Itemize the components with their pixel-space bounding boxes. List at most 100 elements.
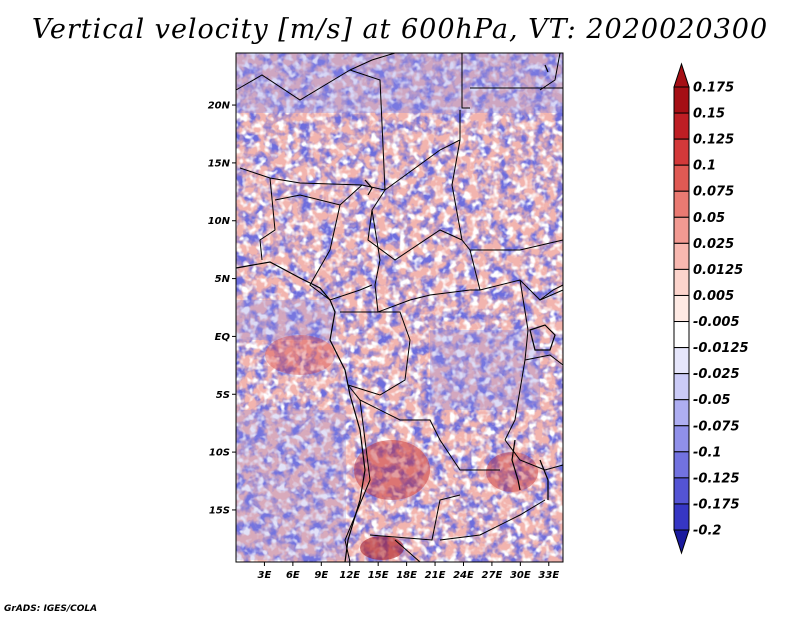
colorbar-bottom-triangle — [673, 529, 690, 555]
field-core-gulf — [265, 335, 335, 375]
lake-tanganyika — [511, 439, 521, 491]
field-zone-atlantic — [236, 410, 346, 560]
lat-tick-label: 10N — [208, 216, 231, 227]
border-algeria-niger-mali — [235, 69, 386, 191]
border-chad-car — [367, 189, 463, 261]
longitude-axis: 3E 6E 9E 12E 15E 18E 21E 24E 27E 30E 33E — [258, 562, 559, 581]
lake-malawi — [539, 459, 549, 500]
border-kenya-uganda — [524, 354, 564, 366]
colorbar-level-label: -0.025 — [693, 367, 740, 382]
colorbar: 0.175 0.15 0.125 0.1 0.075 0.05 0.025 0.0125 0.0… — [673, 62, 749, 555]
border-benin-nigeria — [259, 177, 276, 261]
border-libya-west — [349, 52, 396, 71]
border-zambia-tanzania — [504, 439, 564, 471]
lon-tick-label: 21E — [425, 570, 446, 581]
colorbar-top-triangle — [673, 62, 690, 88]
field-core-south — [360, 536, 404, 560]
colorbar-level-label: -0.175 — [693, 497, 740, 512]
border-caprivi — [394, 539, 421, 563]
lat-tick-label: 5N — [215, 274, 231, 285]
lat-tick-label: 15N — [208, 158, 231, 169]
grads-credit: GrADS: IGES/COLA — [4, 604, 98, 614]
colorbar-level-label: -0.125 — [693, 471, 740, 486]
colorbar-level-label: 0.005 — [693, 289, 734, 304]
field-zone-north — [236, 53, 563, 113]
lon-tick-label: 24E — [453, 570, 474, 581]
lat-tick-label: 20N — [208, 101, 231, 112]
colorbar-level-label: 0.0125 — [693, 263, 743, 278]
colorbar-segment — [673, 425, 690, 453]
vertical-velocity-field — [236, 53, 563, 562]
lon-tick-label: 9E — [314, 570, 328, 581]
border-nigeria-cameroon — [309, 204, 373, 301]
colorbar-level-label: 0.05 — [693, 211, 725, 226]
colorbar-segment — [673, 216, 690, 244]
colorbar-segment — [673, 477, 690, 505]
border-car-drc — [409, 289, 480, 301]
colorbar-level-label: -0.1 — [693, 445, 721, 460]
coastlines — [235, 64, 556, 563]
lat-tick-label: EQ — [215, 332, 231, 343]
lon-tick-label: 15E — [368, 570, 389, 581]
colorbar-segment — [673, 373, 690, 401]
colorbar-level-label: -0.075 — [693, 419, 740, 434]
lake-victoria — [529, 324, 556, 351]
border-red-sea — [539, 52, 561, 91]
colorbar-segment — [673, 399, 690, 427]
colorbar-level-label: 0.15 — [693, 107, 725, 122]
colorbar-segment — [673, 242, 690, 270]
country-borders — [235, 52, 564, 563]
colorbar-segment — [673, 503, 690, 531]
lon-tick-label: 18E — [396, 570, 417, 581]
colorbar-segment — [673, 347, 690, 375]
map-title: Vertical velocity [m/s] at 600hPa, VT: 2… — [31, 14, 769, 45]
colorbar-segment — [673, 164, 690, 192]
field-neutral-pattern — [236, 53, 563, 562]
map-frame — [235, 52, 564, 563]
field-core-angola — [354, 440, 430, 500]
colorbar-level-label: -0.2 — [693, 524, 721, 539]
lat-tick-label: 5S — [216, 390, 230, 401]
lon-tick-label: 30E — [510, 570, 531, 581]
colorbar-level-label: -0.005 — [693, 315, 740, 330]
lon-tick-label: 6E — [286, 570, 300, 581]
lon-tick-label: 12E — [339, 570, 360, 581]
border-libya-egypt — [461, 53, 470, 109]
colorbar-segment — [673, 190, 690, 218]
lon-tick-label: 33E — [538, 570, 559, 581]
border-chad-sudan — [451, 139, 471, 251]
colorbar-segment — [673, 451, 690, 479]
colorbar-segment — [673, 86, 690, 114]
colorbar-level-label: 0.075 — [693, 185, 734, 200]
colorbar-level-label: 0.1 — [693, 159, 716, 174]
colorbar-segment — [673, 294, 690, 323]
atlantic-coastline — [235, 261, 366, 563]
lat-tick-label: 15S — [209, 505, 230, 516]
lake-chad — [364, 179, 373, 196]
border-chad-libya — [384, 110, 461, 191]
colorbar-segment — [673, 112, 690, 140]
field-zone-congo — [430, 330, 540, 410]
red-sea-coast — [544, 64, 549, 73]
latitude-axis: 20N 15N 10N 5N EQ 5S 10S 15S — [208, 101, 236, 516]
border-niger-nigeria — [274, 184, 363, 206]
border-cameroon-car — [371, 209, 411, 313]
colorbar-segment — [673, 321, 690, 349]
field-zone-gulf — [236, 300, 336, 340]
colorbar-level-label: 0.025 — [693, 237, 734, 252]
colorbar-segment — [673, 138, 690, 166]
colorbar-level-label: 0.125 — [693, 133, 734, 148]
colorbar-level-label: 0.175 — [693, 81, 734, 96]
border-zambia-zimbabwe — [439, 499, 546, 541]
colorbar-level-label: -0.0125 — [693, 341, 749, 356]
border-ethiopia — [539, 284, 564, 301]
border-south-sudan-north — [470, 239, 564, 251]
lon-tick-label: 27E — [482, 570, 503, 581]
border-gabon-congo — [340, 311, 411, 396]
lat-tick-label: 10S — [209, 448, 230, 459]
colorbar-level-label: -0.05 — [693, 393, 730, 408]
lon-tick-label: 3E — [258, 570, 272, 581]
border-angola-namibia — [369, 494, 461, 541]
colorbar-segment — [673, 268, 690, 296]
